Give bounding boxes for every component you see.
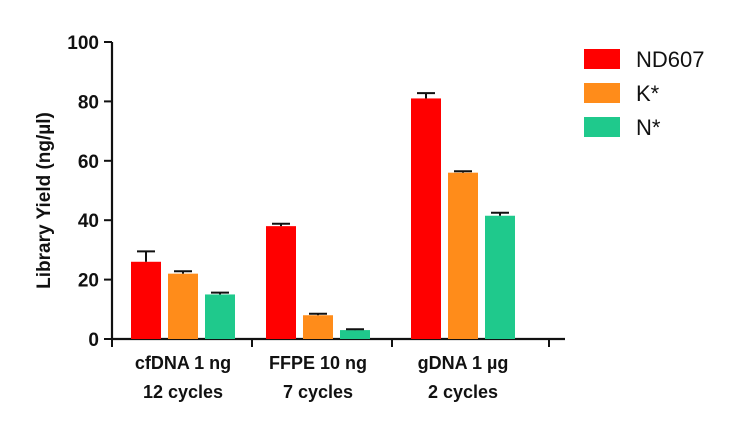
bar-n	[485, 215, 515, 339]
bar-k	[303, 315, 333, 339]
legend-label: ND607	[636, 47, 704, 72]
y-tick-label: 60	[78, 152, 99, 173]
x-category-label: gDNA 1 µg	[418, 353, 509, 373]
bar-nd607	[131, 261, 161, 339]
x-category-sublabel: 2 cycles	[428, 382, 498, 402]
x-category-label: FFPE 10 ng	[269, 353, 367, 373]
legend-label: K*	[636, 81, 660, 106]
y-tick-label: 0	[88, 330, 99, 351]
y-axis-title: Library Yield (ng/µl)	[34, 112, 55, 289]
legend-swatch	[584, 49, 620, 69]
bar-k	[448, 172, 478, 339]
bar-nd607	[411, 98, 441, 340]
y-tick-label: 100	[67, 33, 99, 54]
legend-swatch	[584, 83, 620, 103]
legend-swatch	[584, 117, 620, 137]
bar-k	[168, 273, 198, 339]
legend-label: N*	[636, 115, 661, 140]
x-category-sublabel: 7 cycles	[283, 382, 353, 402]
y-tick-label: 20	[78, 271, 99, 292]
x-category-sublabel: 12 cycles	[143, 382, 223, 402]
bar-n	[340, 330, 370, 339]
y-tick-label: 40	[78, 211, 99, 232]
y-tick-label: 80	[78, 92, 99, 113]
x-category-label: cfDNA 1 ng	[135, 353, 231, 373]
bar-n	[205, 294, 235, 339]
bar-nd607	[266, 226, 296, 339]
